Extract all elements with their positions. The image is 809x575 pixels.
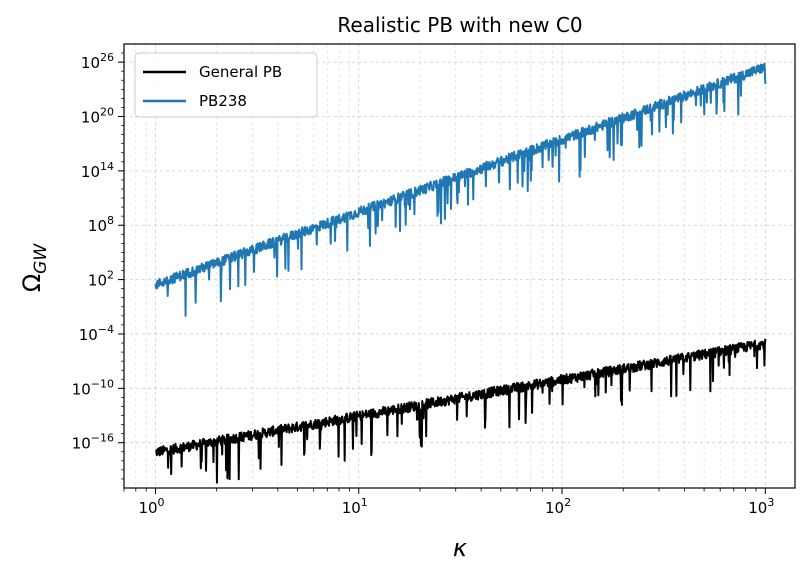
y-axis: 1026 1020 1014 108 102 10−4 10−10 10−16 <box>72 51 124 480</box>
legend-label-pb238: PB238 <box>199 92 247 110</box>
chart-title: Realistic PB with new C0 <box>337 13 582 37</box>
x-axis-label: κ <box>453 534 468 562</box>
x-tick-label: 102 <box>545 496 571 517</box>
y-tick-label: 1026 <box>81 51 114 72</box>
series-layer <box>154 62 767 484</box>
y-axis-label-subscript: GW <box>31 243 51 274</box>
legend: General PB PB238 <box>134 52 318 118</box>
legend-label-general-pb: General PB <box>199 63 282 81</box>
x-tick-label: 103 <box>748 496 774 517</box>
x-tick-label: 100 <box>138 496 164 517</box>
y-tick-label: 10−16 <box>72 432 114 453</box>
y-tick-label: 1014 <box>81 160 114 181</box>
y-axis-label: ΩGW <box>18 243 51 293</box>
y-tick-label: 10−4 <box>79 323 114 344</box>
y-tick-label: 10−10 <box>72 377 114 398</box>
y-tick-label: 1020 <box>81 105 114 126</box>
y-tick-label: 102 <box>88 269 114 290</box>
series-line-general-pb <box>154 338 767 484</box>
series-line-pb238 <box>154 62 767 317</box>
plot-frame <box>123 43 796 489</box>
y-tick-label: 108 <box>88 214 114 235</box>
x-axis: 100 101 102 103 <box>123 488 774 517</box>
x-tick-label: 101 <box>342 496 368 517</box>
